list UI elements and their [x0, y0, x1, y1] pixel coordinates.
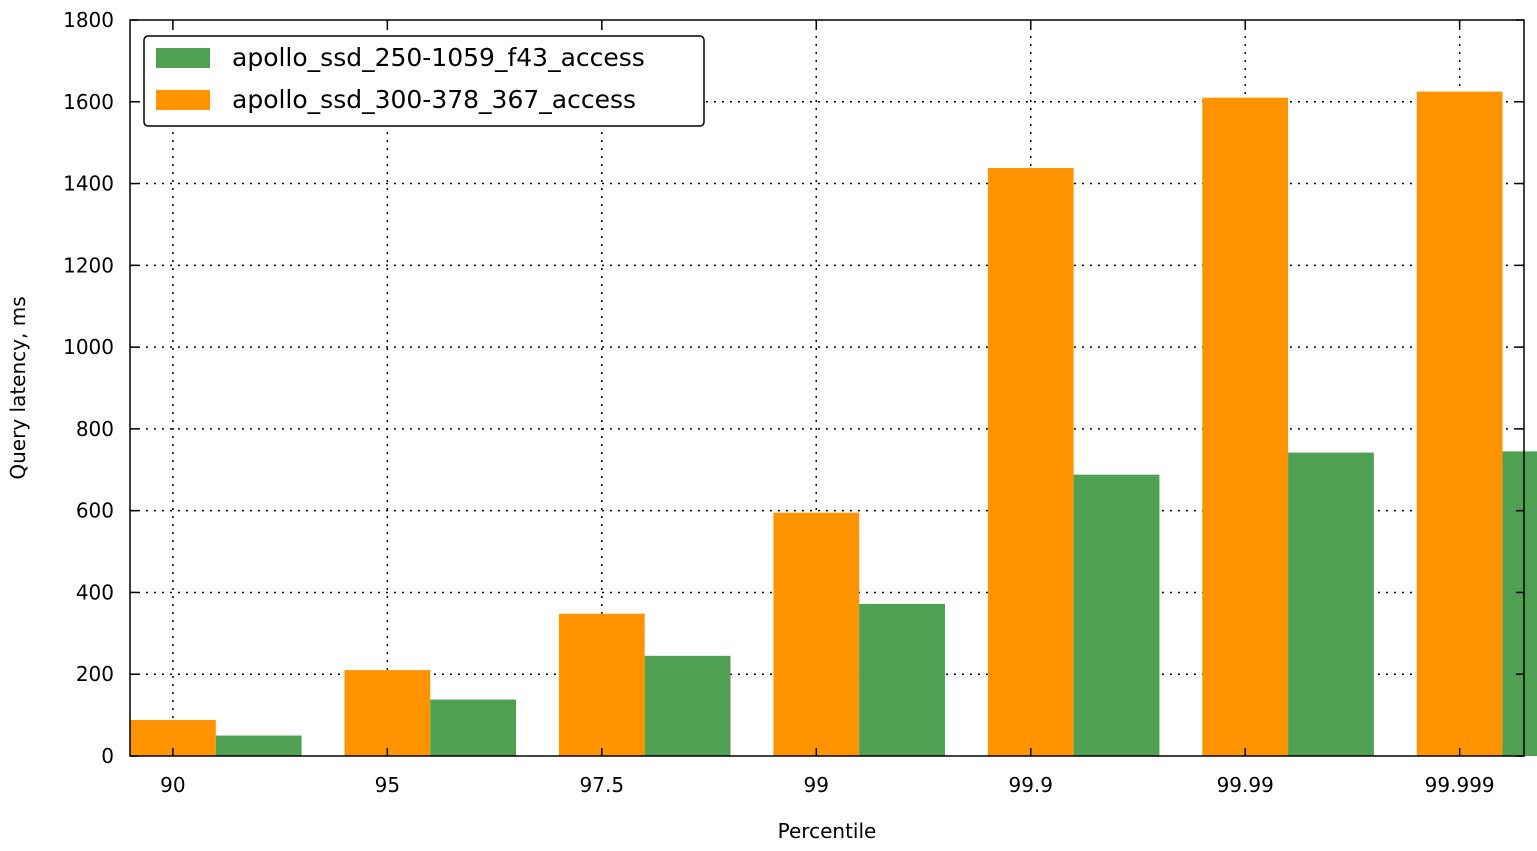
y-tick-label: 1400	[63, 172, 114, 196]
y-tick-label: 200	[76, 662, 114, 686]
bar-orange-99_9	[987, 168, 1074, 757]
legend-label: apollo_ssd_300-378_367_access	[232, 85, 636, 114]
bar-green-97_5	[644, 655, 731, 756]
y-tick-label: 1200	[63, 253, 114, 277]
bar-orange-99	[773, 512, 860, 756]
bar-green-99_9	[1073, 474, 1160, 756]
x-tick-label: 99.9	[1008, 773, 1053, 797]
x-tick-labels: 90 95 97.5 99 99.9 99.99 99.999	[160, 773, 1494, 797]
bar-orange-99_999	[1416, 91, 1503, 757]
axis-ticks	[130, 19, 1524, 757]
bar-orange-97_5	[558, 613, 645, 756]
bar-green-95	[430, 699, 517, 756]
y-axis-label: Query latency, ms	[6, 296, 30, 479]
y-tick-label: 400	[76, 580, 114, 604]
bar-green-99	[859, 603, 945, 756]
bar-orange-95	[344, 670, 431, 756]
bar-green-99_99	[1288, 452, 1374, 756]
x-tick-label: 97.5	[580, 773, 625, 797]
x-axis-label: Percentile	[778, 819, 877, 843]
y-tick-label: 1000	[63, 335, 114, 359]
x-tick-label: 99	[804, 773, 829, 797]
x-tick-label: 90	[160, 773, 185, 797]
plot-frame	[129, 19, 1525, 757]
x-tick-label: 99.99	[1217, 773, 1274, 797]
y-tick-label: 1600	[63, 90, 114, 114]
legend: apollo_ssd_250-1059_f43_access apollo_ssd…	[143, 35, 705, 127]
legend-swatch	[156, 90, 210, 110]
y-tick-labels: 0 200 400 600 800 1000 1200 1400 1600 1800	[63, 8, 114, 768]
legend-box	[143, 35, 705, 127]
y-tick-label: 800	[76, 417, 114, 441]
legend-label: apollo_ssd_250-1059_f43_access	[232, 43, 645, 72]
y-tick-label: 0	[101, 744, 114, 768]
legend-swatch	[156, 48, 210, 68]
y-tick-label: 1800	[63, 8, 114, 32]
bar-green-90	[215, 735, 302, 756]
x-tick-label: 99.999	[1425, 773, 1495, 797]
x-tick-label: 95	[375, 773, 400, 797]
y-tick-label: 600	[76, 499, 114, 523]
bar-orange-99_99	[1202, 97, 1289, 756]
bars	[130, 91, 1537, 757]
bar-green-99_999	[1502, 451, 1537, 756]
